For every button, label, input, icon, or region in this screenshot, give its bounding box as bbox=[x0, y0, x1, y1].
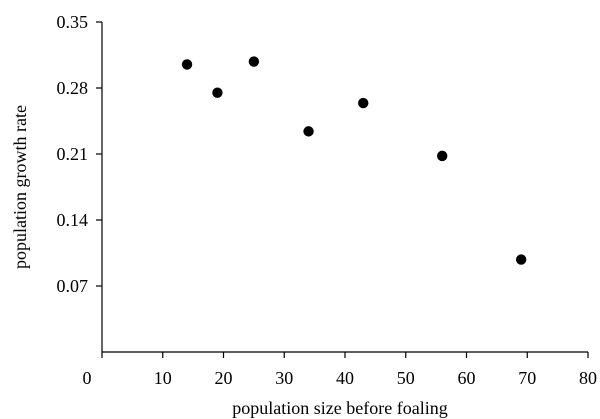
x-axis-title: population size before foaling bbox=[232, 398, 447, 418]
y-axis-title: population growth rate bbox=[10, 105, 30, 269]
data-point bbox=[358, 97, 369, 109]
y-tick-label: 0.21 bbox=[57, 144, 89, 164]
x-tick-label: 40 bbox=[336, 368, 354, 388]
y-tick-label: 0.07 bbox=[57, 276, 89, 296]
x-tick-label: 0 bbox=[83, 368, 92, 388]
axes bbox=[101, 22, 588, 353]
y-tick-label: 0.28 bbox=[57, 78, 89, 98]
x-tick-label: 30 bbox=[275, 368, 293, 388]
y-tick-label: 0.35 bbox=[57, 12, 89, 32]
y-ticks: 0.07 0.14 0.21 0.28 0.35 bbox=[57, 12, 102, 296]
data-points bbox=[181, 56, 527, 265]
x-tick-label: 60 bbox=[458, 368, 476, 388]
data-point bbox=[181, 59, 193, 70]
data-point bbox=[303, 126, 314, 137]
x-tick-label: 70 bbox=[518, 368, 536, 388]
x-tick-label: 50 bbox=[397, 368, 415, 388]
data-point bbox=[248, 56, 260, 67]
x-tick-label: 80 bbox=[579, 368, 597, 388]
y-tick-label: 0.14 bbox=[57, 210, 89, 230]
x-ticks: 0 10 20 30 40 50 60 70 80 bbox=[83, 352, 597, 388]
data-point bbox=[515, 254, 527, 265]
data-point bbox=[437, 150, 448, 162]
x-tick-label: 20 bbox=[215, 368, 233, 388]
x-tick-label: 10 bbox=[154, 368, 172, 388]
data-point bbox=[212, 87, 223, 98]
